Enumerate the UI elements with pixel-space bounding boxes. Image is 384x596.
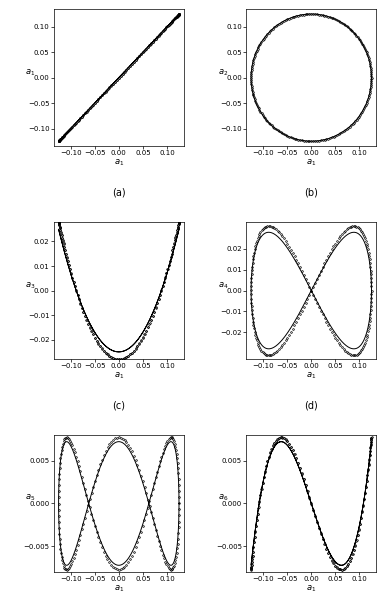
Text: (d): (d): [305, 401, 318, 411]
X-axis label: $a_1$: $a_1$: [114, 158, 124, 168]
Y-axis label: $a_2$: $a_2$: [218, 67, 228, 77]
X-axis label: $a_1$: $a_1$: [114, 371, 124, 381]
X-axis label: $a_1$: $a_1$: [114, 583, 124, 594]
Y-axis label: $a_5$: $a_5$: [25, 493, 35, 504]
Y-axis label: $a_3$: $a_3$: [25, 280, 36, 291]
Text: (c): (c): [112, 401, 125, 411]
Y-axis label: $a_6$: $a_6$: [218, 493, 228, 504]
X-axis label: $a_1$: $a_1$: [306, 371, 316, 381]
Y-axis label: $a_4$: $a_4$: [218, 280, 228, 291]
Text: (b): (b): [305, 188, 318, 197]
X-axis label: $a_1$: $a_1$: [306, 583, 316, 594]
Y-axis label: $a_1$: $a_1$: [25, 67, 35, 77]
Text: (a): (a): [112, 188, 126, 197]
X-axis label: $a_1$: $a_1$: [306, 158, 316, 168]
